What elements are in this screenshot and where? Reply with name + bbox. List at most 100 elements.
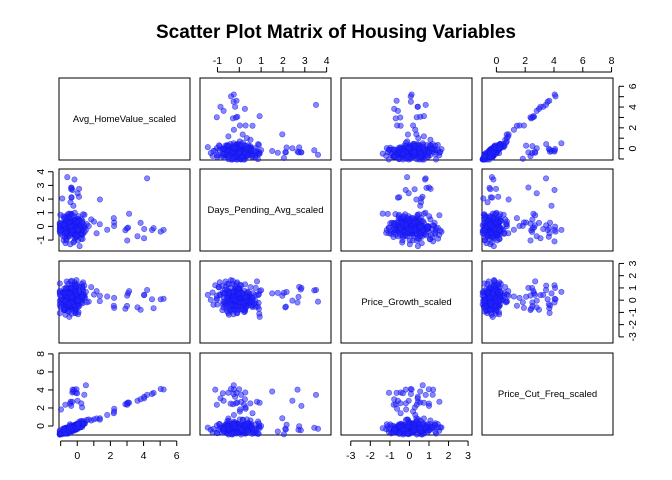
data-point [104, 293, 111, 300]
data-point [419, 193, 426, 200]
data-point [422, 391, 429, 398]
data-point [394, 397, 401, 404]
data-point [523, 293, 530, 300]
data-point [552, 228, 559, 235]
data-point [62, 311, 69, 318]
data-point [296, 144, 303, 151]
tick-label: 4 [35, 387, 47, 393]
tick-label: 8 [35, 351, 47, 357]
data-point [274, 289, 281, 296]
data-point [66, 223, 73, 230]
data-point [481, 227, 488, 234]
data-point [419, 218, 426, 225]
data-point [225, 417, 232, 424]
data-point [76, 193, 83, 200]
data-point [510, 226, 517, 233]
data-point [393, 97, 400, 104]
data-point [394, 107, 401, 114]
data-point [489, 290, 496, 297]
data-point [157, 385, 164, 392]
data-point [513, 302, 520, 309]
data-point [519, 299, 526, 306]
tick-label: 0 [627, 297, 639, 303]
data-point [397, 114, 404, 121]
data-point [256, 113, 263, 120]
data-point [241, 105, 248, 112]
data-point [75, 421, 82, 428]
panel-r3-c1 [56, 260, 191, 344]
data-point [232, 282, 239, 289]
data-point [210, 425, 217, 432]
diagonal-label-avg-homevalue-scaled: Avg_HomeValue_scaled [73, 114, 176, 125]
data-point [93, 230, 100, 237]
data-point [66, 290, 73, 297]
data-point [513, 122, 520, 129]
data-point [533, 233, 540, 240]
tick-label: 2 [446, 450, 452, 462]
data-point [280, 155, 287, 162]
data-point [141, 235, 148, 242]
data-point [420, 113, 427, 120]
right-axis-price-growth-scaled: -3 -2 -1 0 1 2 3 [618, 260, 639, 342]
data-point [390, 401, 397, 408]
data-point [220, 146, 227, 153]
data-point [124, 302, 131, 309]
data-point [269, 148, 276, 155]
data-point [431, 230, 438, 237]
data-point [437, 424, 444, 431]
data-point [254, 278, 261, 285]
data-point [213, 401, 220, 408]
panel-r1-c1: Avg_HomeValue_scaled [58, 77, 191, 161]
data-point [487, 153, 494, 160]
data-point [532, 278, 539, 285]
data-point [437, 148, 444, 155]
data-point [75, 227, 82, 234]
data-point [88, 284, 95, 291]
data-point [274, 149, 281, 156]
data-point [496, 227, 503, 234]
data-point [551, 187, 558, 194]
data-point [144, 175, 151, 182]
tick-label: -1 [385, 450, 394, 462]
data-point [529, 216, 536, 223]
data-point [397, 410, 404, 417]
data-point [230, 155, 237, 162]
data-point [283, 288, 290, 295]
data-point [64, 174, 71, 181]
data-point [230, 311, 237, 318]
data-point [533, 107, 540, 114]
data-point [70, 239, 77, 246]
data-point [124, 225, 131, 232]
tick-label: 6 [627, 83, 639, 89]
panel-r3-c2 [199, 260, 332, 344]
data-point [417, 150, 424, 157]
data-point [60, 306, 67, 313]
data-point [232, 297, 239, 304]
data-point [429, 226, 436, 233]
data-point [68, 284, 75, 291]
data-point [249, 410, 256, 417]
data-point [240, 299, 247, 306]
data-point [141, 395, 148, 402]
data-point [414, 243, 421, 250]
data-point [79, 236, 86, 243]
data-point [295, 149, 302, 156]
data-point [513, 215, 520, 222]
data-point [383, 152, 390, 159]
data-point [544, 227, 551, 234]
data-point [391, 221, 398, 228]
left-axis-price-cut-freq-scaled: 0 2 4 6 8 [35, 351, 54, 429]
tick-label: 0 [407, 450, 413, 462]
data-point [289, 397, 296, 404]
data-point [279, 415, 286, 422]
data-point [385, 389, 392, 396]
data-point [289, 297, 296, 304]
data-point [487, 300, 494, 307]
data-point [551, 238, 558, 245]
panels-group: Avg_HomeValue_scaled Days_Pending_Avg_sca… [35, 55, 639, 462]
data-point [220, 107, 227, 114]
data-point [529, 225, 536, 232]
data-point [397, 225, 404, 232]
tick-label: 1 [426, 450, 432, 462]
data-point [134, 397, 141, 404]
